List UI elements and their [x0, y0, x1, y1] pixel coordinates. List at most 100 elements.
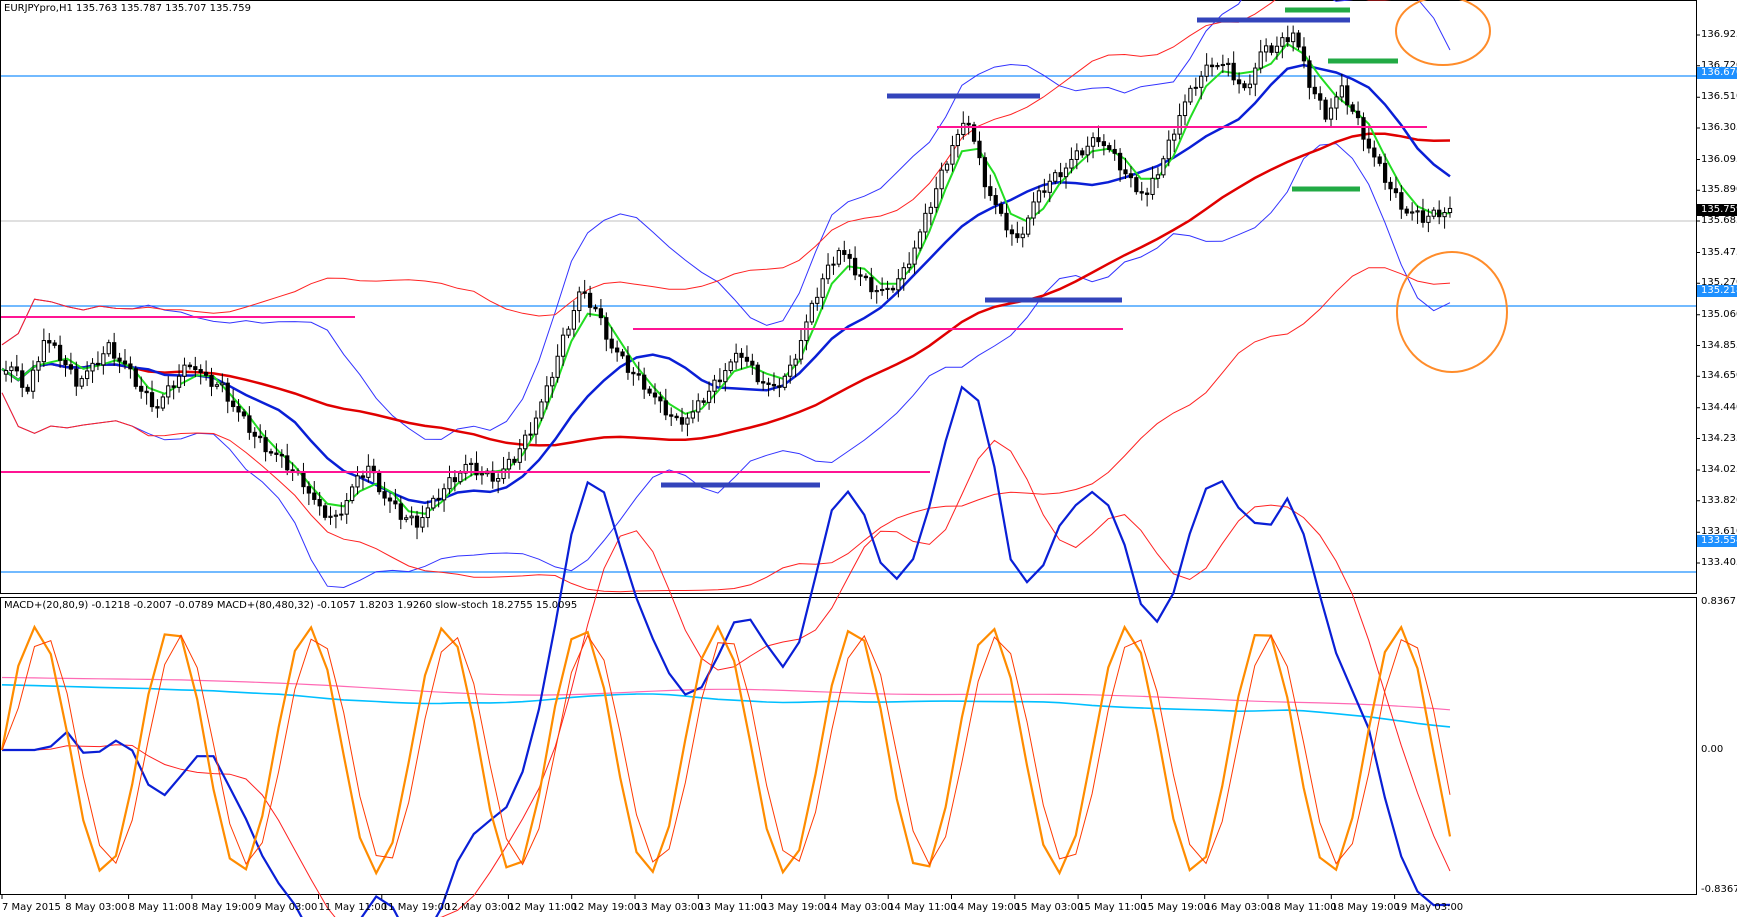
candle-bear: [1377, 156, 1382, 164]
macd-fast-signal-line: [2, 439, 1451, 921]
candle-bear: [247, 415, 252, 433]
candle-bear: [474, 462, 479, 476]
candle-bear: [1209, 64, 1215, 68]
candle-bull: [463, 463, 468, 474]
candle-bull: [571, 310, 576, 330]
candle-bear: [139, 385, 144, 392]
candle-bull: [733, 352, 739, 363]
candle-bear: [1139, 191, 1144, 194]
candle-bear: [1145, 192, 1150, 195]
candle-bear: [149, 392, 155, 408]
candle-bear: [674, 415, 679, 419]
candle-bull: [101, 353, 106, 366]
bollinger-blue-upper: [1, 0, 1451, 440]
candle-bull: [1204, 64, 1209, 77]
candle-bull: [1415, 210, 1420, 213]
candle-bear: [1107, 145, 1112, 150]
candle-bull: [1280, 37, 1285, 47]
candle-bear: [436, 497, 441, 501]
candle-bear: [225, 382, 230, 402]
candle-bull: [220, 382, 225, 386]
candle-bear: [1128, 173, 1134, 179]
candle-bull: [1026, 217, 1031, 235]
price-tick-label: 134.855: [1701, 339, 1737, 351]
price-tick-label: 135.685: [1701, 215, 1737, 226]
orange-circle-bottom[interactable]: [1396, 251, 1508, 373]
candle-bear: [593, 306, 598, 310]
candle-bear: [128, 363, 133, 370]
candle-bear: [750, 360, 755, 366]
orange-circle-top[interactable]: [1395, 0, 1491, 66]
price-axis-ticks: [1696, 34, 1700, 564]
candle-bull: [1085, 145, 1090, 156]
candle-bear: [669, 414, 674, 417]
candle-bear: [25, 386, 30, 392]
candle-bull: [939, 169, 944, 190]
candle-bear: [268, 451, 274, 454]
candle-bull: [577, 291, 582, 312]
price-tick-label: 134.235: [1701, 432, 1737, 444]
candle-bear: [95, 362, 101, 366]
candle-bear: [1355, 110, 1361, 119]
time-tick-label: 15 May 19:00: [1141, 902, 1210, 913]
candle-bear: [263, 437, 268, 453]
bollinger-red-upper: [1, 0, 1392, 346]
candle-bear: [842, 250, 847, 255]
candle-bull: [1063, 167, 1069, 178]
candle-bear: [1372, 147, 1377, 158]
candle-bull: [550, 376, 555, 387]
price-tick-label: 135.060: [1701, 308, 1737, 320]
candle-bear: [755, 364, 760, 383]
candle-bull: [1172, 133, 1177, 141]
candle-bear: [1009, 229, 1015, 235]
main-panel-frame: [0, 0, 1697, 594]
candle-bull: [696, 400, 701, 413]
candle-bull: [1431, 209, 1436, 217]
candle-bull: [896, 278, 901, 291]
time-tick-label: 7 May 2015: [2, 902, 61, 913]
candle-bear: [1117, 152, 1123, 171]
candle-bear: [971, 124, 977, 142]
time-tick-label: 8 May 03:00: [65, 902, 128, 913]
indicator-tick-label: -0.8367: [1701, 884, 1737, 895]
candle-bear: [609, 338, 614, 349]
candle-bear: [133, 368, 138, 387]
candle-bull: [820, 278, 825, 298]
candle-bear: [869, 277, 874, 293]
candle-bear: [322, 505, 328, 518]
candle-bull: [214, 384, 220, 387]
time-tick-label: 14 May 19:00: [951, 902, 1021, 913]
candle-bear: [1437, 209, 1442, 218]
candle-bear: [171, 385, 176, 388]
candle-bear: [1058, 172, 1063, 178]
candle-bear: [47, 340, 52, 344]
candle-bear: [241, 411, 247, 417]
candle-bear: [652, 392, 658, 398]
main-panel-title: EURJPYpro,H1 135.763 135.787 135.707 135…: [4, 3, 251, 14]
candle-bull: [793, 358, 798, 366]
candle-bear: [1366, 138, 1371, 149]
price-tick-label: 134.440: [1701, 401, 1737, 413]
candle-bear: [382, 491, 387, 499]
candle-bull: [880, 288, 885, 292]
candle-bear: [658, 396, 663, 402]
candle-bear: [739, 352, 744, 358]
time-axis-ticks: [1, 895, 1396, 899]
candle-bear: [393, 500, 398, 505]
candle-bear: [301, 472, 306, 488]
stoch-main-line: [0, 624, 1452, 876]
candle-bear: [452, 477, 458, 483]
candle-bull: [831, 263, 836, 266]
candle-bear: [988, 186, 993, 197]
macd-slow-line: [1, 684, 1451, 728]
candle-bear: [858, 274, 863, 277]
candle-bull: [1177, 115, 1182, 135]
candle-bull: [1020, 233, 1025, 239]
candle-bull: [458, 472, 463, 483]
candle-bull: [1199, 75, 1204, 88]
candle-bear: [863, 275, 869, 279]
candle-bull: [728, 361, 733, 372]
time-tick-label: 18 May 11:00: [1268, 902, 1337, 913]
